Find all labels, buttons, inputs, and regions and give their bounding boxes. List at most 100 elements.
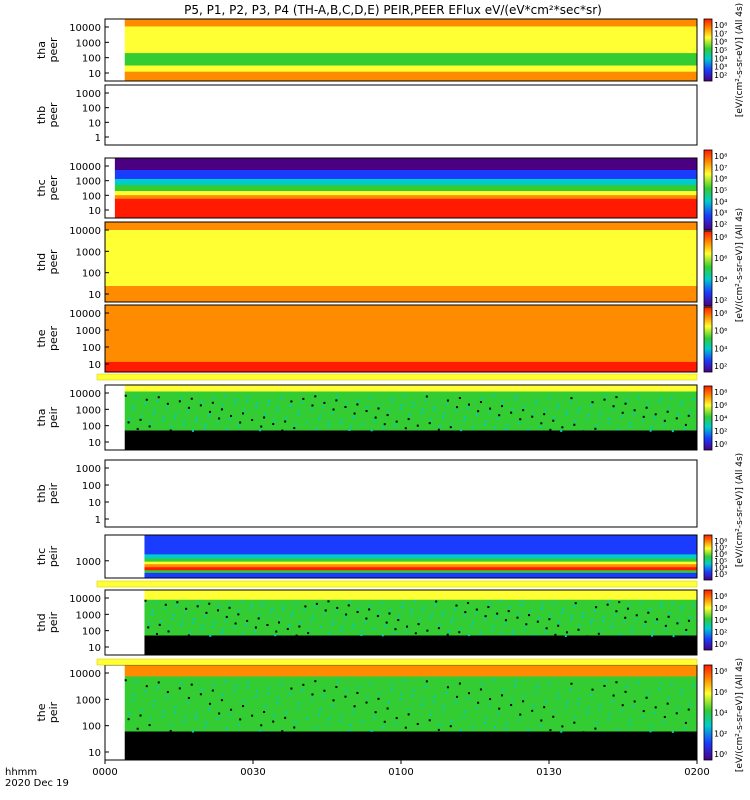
noise-pixel [149,421,152,424]
noise-pixel [152,705,155,708]
colorbar-units-label: [eV/(cm²-s-sr-eV)] (All 4s) [735,3,745,117]
noise-pixel [658,400,661,403]
noise-pixel [239,421,242,424]
noise-pixel [421,699,424,702]
noise-pixel [179,682,182,685]
noise-pixel [561,426,564,429]
noise-pixel [458,682,461,685]
noise-pixel [389,608,392,611]
noise-pixel [400,693,403,696]
noise-pixel [641,419,644,422]
colorbar-tick-label: 10⁷ [714,29,727,38]
noise-pixel [378,692,381,695]
noise-pixel [541,604,544,607]
date-label: 2020 Dec 19 [5,778,69,789]
yellow-separator-bar [96,658,698,666]
noise-pixel [336,680,339,683]
noise-pixel [136,427,139,430]
colorbar-tick-label: 10⁸ [714,537,727,546]
noise-pixel [256,690,259,693]
noise-pixel [608,713,611,716]
noise-pixel [670,684,673,687]
noise-pixel [479,631,482,634]
noise-pixel [280,683,283,686]
noise-pixel [382,426,385,429]
noise-pixel [446,686,449,689]
noise-pixel [187,634,190,637]
noise-pixel [656,618,659,621]
noise-pixel [266,623,269,626]
noise-pixel [577,411,580,414]
noise-pixel [203,726,206,729]
colorbar-tick-label: 10⁴ [714,616,727,625]
noise-pixel [439,623,442,626]
noise-pixel [619,633,622,636]
noise-pixel [553,710,556,713]
noise-pixel [621,704,624,707]
noise-pixel [681,605,684,608]
noise-pixel [522,700,525,703]
colorbar-scale [703,230,713,307]
noise-pixel [124,679,127,682]
noise-pixel [460,729,463,732]
noise-pixel [351,627,354,630]
noise-pixel [548,396,551,399]
noise-pixel [279,617,282,620]
noise-pixel [611,408,614,411]
noise-pixel [218,417,221,420]
noise-pixel [570,397,573,400]
noise-pixel [171,617,174,620]
noise-pixel [386,707,389,710]
noise-pixel [432,409,435,412]
noise-pixel [471,426,474,429]
noise-pixel [390,401,393,404]
y-tick-label: 10 [88,438,101,449]
spectrogram-band [105,305,697,343]
noise-pixel [274,634,277,637]
noise-pixel [446,399,449,402]
noise-pixel [420,704,423,707]
noise-pixel [399,407,402,410]
y-tick-label: 10 [88,643,101,654]
noise-pixel [667,697,670,700]
noise-pixel [301,401,304,404]
noise-pixel [332,699,335,702]
y-tick-label: 10000 [69,389,101,400]
noise-pixel [433,695,436,698]
noise-pixel [403,395,406,398]
noise-pixel [671,430,674,433]
noise-pixel [261,604,264,607]
noise-pixel [161,715,164,718]
noise-pixel [504,619,507,622]
noise-pixel [218,712,221,715]
noise-pixel [209,634,212,637]
noise-pixel [582,612,585,615]
panel-ylabel-probe: thd [35,253,48,271]
noise-pixel [543,706,546,709]
panel-ylabel-probe: the [35,703,48,721]
noise-pixel [295,634,298,637]
noise-pixel [635,614,638,617]
noise-pixel [212,625,215,628]
panel-background [105,85,697,145]
noise-pixel [301,689,304,692]
noise-pixel [186,410,189,413]
spectrogram-band [105,361,697,373]
noise-pixel [497,713,500,716]
noise-pixel [454,409,457,412]
colorbar-tick-label: 10⁶ [714,254,727,263]
noise-pixel [314,606,317,609]
noise-pixel [494,726,497,729]
noise-pixel [425,395,428,398]
noise-pixel [649,730,652,733]
noise-pixel [208,602,211,605]
noise-pixel [498,707,501,710]
noise-pixel [687,708,690,711]
noise-pixel [268,400,271,403]
spectrogram-band [144,572,697,579]
y-tick-label: 1000 [76,38,101,49]
y-tick-label: 1000 [76,326,101,337]
noise-pixel [464,611,467,614]
noise-pixel [429,418,432,421]
spectrogram-band [144,567,697,571]
